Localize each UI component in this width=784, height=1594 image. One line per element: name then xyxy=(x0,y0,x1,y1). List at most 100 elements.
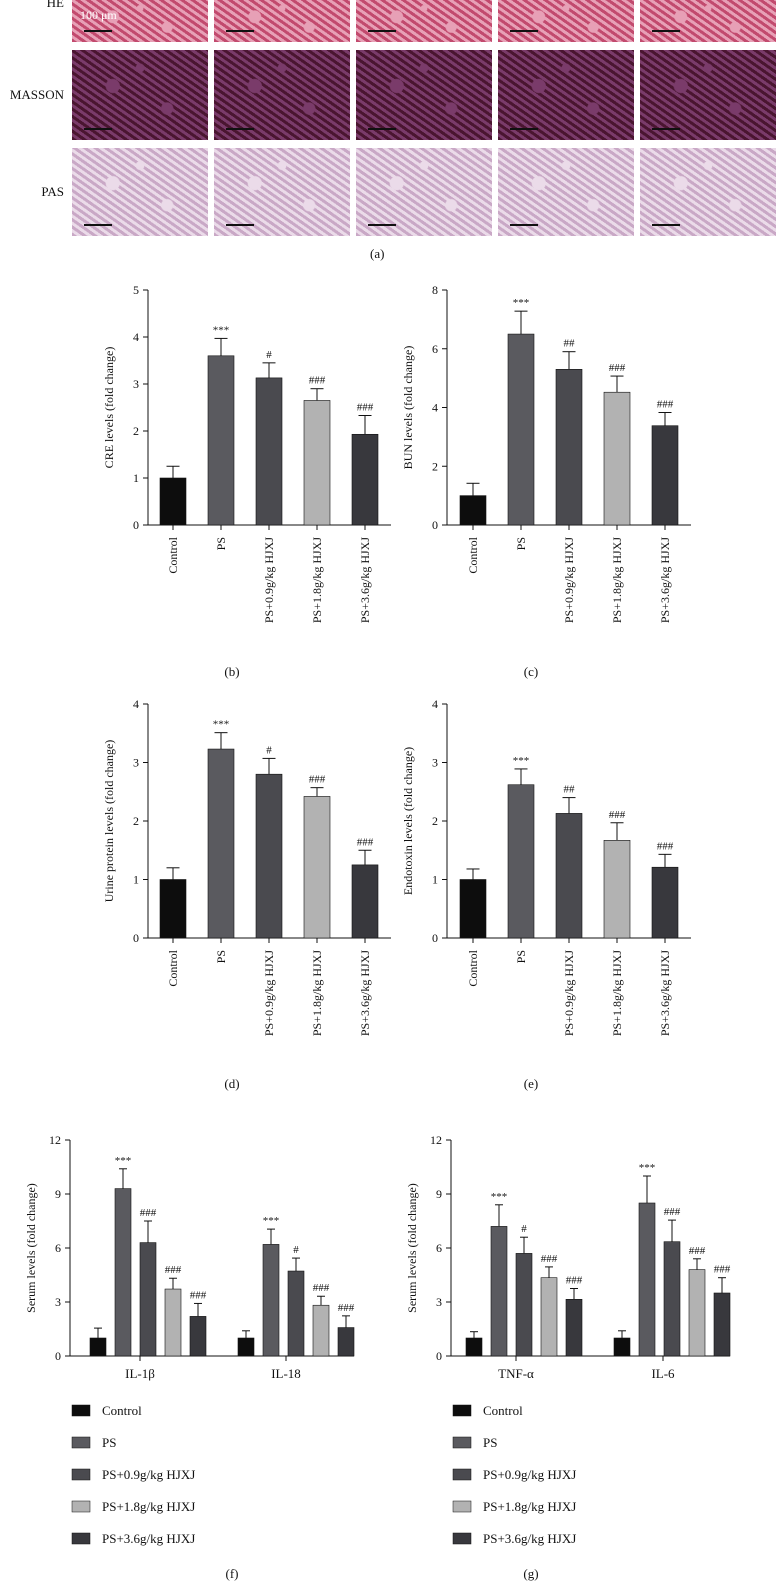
bar xyxy=(459,495,487,526)
x-group-label: IL-1β xyxy=(125,1366,155,1381)
y-tick-label: 0 xyxy=(432,518,438,532)
significance-label: *** xyxy=(213,324,230,336)
x-group-label: IL-6 xyxy=(651,1366,675,1381)
significance-label: ### xyxy=(714,1264,731,1276)
scale-bar xyxy=(510,224,538,226)
x-group-label: IL-18 xyxy=(271,1366,301,1381)
bar xyxy=(688,1269,706,1357)
y-tick-label: 0 xyxy=(55,1349,61,1363)
y-tick-label: 8 xyxy=(432,283,438,297)
y-tick-label: 5 xyxy=(133,283,139,297)
scale-bar xyxy=(368,224,396,226)
y-tick-label: 1 xyxy=(133,873,139,887)
x-tick-label: PS xyxy=(514,537,528,550)
x-tick-label: Control xyxy=(166,536,180,573)
significance-label: # xyxy=(266,744,272,756)
scale-bar xyxy=(84,128,112,130)
bar xyxy=(603,391,631,526)
histology-image xyxy=(498,50,634,140)
caption: (f) xyxy=(226,1566,239,1581)
legend-label: PS+0.9g/kg HJXJ xyxy=(483,1467,576,1482)
bar xyxy=(303,796,331,939)
bar xyxy=(490,1226,508,1357)
legend-label: Control xyxy=(102,1403,142,1418)
bar xyxy=(312,1304,330,1357)
scale-bar xyxy=(510,30,538,32)
bar xyxy=(114,1188,132,1357)
x-tick-label: PS xyxy=(514,950,528,963)
histology-image xyxy=(356,0,492,42)
histology-row-label: HE xyxy=(46,0,64,10)
bar xyxy=(555,369,583,526)
x-tick-label: PS+1.8g/kg HJXJ xyxy=(610,537,624,623)
x-tick-label: PS+0.9g/kg HJXJ xyxy=(562,537,576,623)
significance-label: # xyxy=(266,349,272,361)
x-tick-label: Control xyxy=(466,536,480,573)
y-tick-label: 1 xyxy=(432,873,438,887)
scale-bar xyxy=(84,224,112,226)
bar xyxy=(540,1277,558,1357)
y-tick-label: 6 xyxy=(432,342,438,356)
bar xyxy=(207,748,235,939)
bar xyxy=(255,773,283,939)
bar xyxy=(207,355,235,526)
y-axis-label: Serum levels (fold change) xyxy=(405,1183,419,1313)
significance-label: ## xyxy=(564,338,576,350)
bar xyxy=(255,377,283,526)
significance-label: ### xyxy=(657,398,674,410)
caption: (c) xyxy=(524,664,538,679)
histology-image xyxy=(72,148,208,236)
x-tick-label: PS+3.6g/kg HJXJ xyxy=(358,950,372,1036)
y-tick-label: 12 xyxy=(430,1133,442,1147)
bar xyxy=(613,1337,631,1357)
x-tick-label: PS+1.8g/kg HJXJ xyxy=(310,537,324,623)
significance-label: ## xyxy=(564,784,576,796)
significance-label: ### xyxy=(313,1282,330,1294)
legend-swatch xyxy=(452,1500,472,1513)
significance-label: ### xyxy=(689,1245,706,1257)
bar xyxy=(262,1244,280,1357)
histology-row-label: PAS xyxy=(41,184,64,199)
bar xyxy=(713,1292,731,1357)
scale-bar xyxy=(226,128,254,130)
significance-label: ### xyxy=(165,1264,182,1276)
caption: (g) xyxy=(523,1566,538,1581)
scale-label: 100 μm xyxy=(80,8,117,22)
legend-label: PS+0.9g/kg HJXJ xyxy=(102,1467,195,1482)
bar xyxy=(139,1242,157,1357)
legend-label: PS+3.6g/kg HJXJ xyxy=(483,1531,576,1546)
y-tick-label: 4 xyxy=(432,401,438,415)
legend-swatch xyxy=(71,1532,91,1545)
caption: (e) xyxy=(524,1076,538,1091)
significance-label: *** xyxy=(513,297,530,309)
legend-label: Control xyxy=(483,1403,523,1418)
histology-image xyxy=(214,148,350,236)
x-group-label: TNF-α xyxy=(498,1366,534,1381)
significance-label: *** xyxy=(213,719,230,731)
histology-image xyxy=(72,0,208,42)
y-tick-label: 3 xyxy=(432,756,438,770)
histology-image xyxy=(356,50,492,140)
y-axis-label: BUN levels (fold change) xyxy=(401,346,415,470)
y-axis-label: CRE levels (fold change) xyxy=(102,347,116,469)
y-tick-label: 0 xyxy=(436,1349,442,1363)
x-tick-label: PS+1.8g/kg HJXJ xyxy=(610,950,624,1036)
histology-image xyxy=(214,50,350,140)
legend-swatch xyxy=(71,1436,91,1449)
histology-image xyxy=(356,148,492,236)
histology-image xyxy=(498,148,634,236)
y-axis-label: Endotoxin levels (fold change) xyxy=(401,747,415,895)
caption-a: (a) xyxy=(370,246,385,261)
y-tick-label: 3 xyxy=(133,377,139,391)
significance-label: *** xyxy=(491,1191,508,1203)
legend-label: PS xyxy=(483,1435,497,1450)
bar xyxy=(287,1270,305,1357)
y-tick-label: 0 xyxy=(133,518,139,532)
y-tick-label: 9 xyxy=(55,1187,61,1201)
bar xyxy=(565,1299,583,1357)
y-tick-label: 3 xyxy=(436,1295,442,1309)
legend-label: PS+1.8g/kg HJXJ xyxy=(483,1499,576,1514)
histology-image xyxy=(498,0,634,42)
significance-label: *** xyxy=(639,1162,656,1174)
